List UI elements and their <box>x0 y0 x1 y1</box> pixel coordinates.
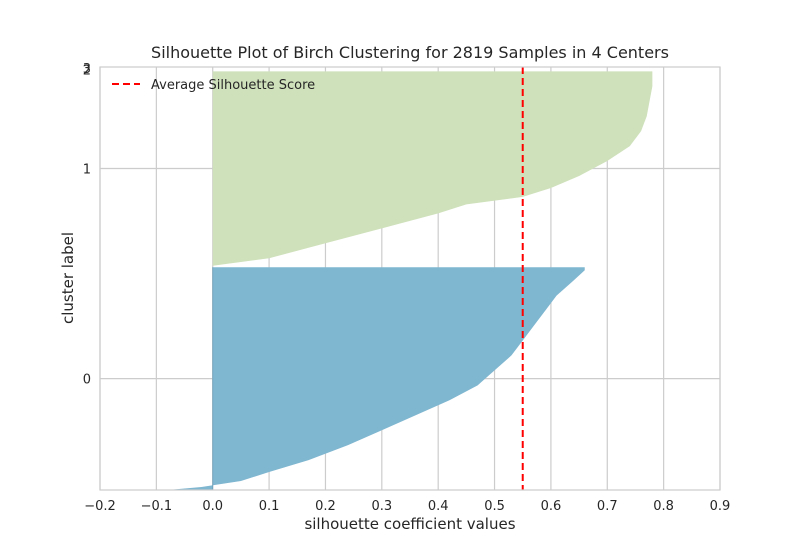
legend-average-label: Average Silhouette Score <box>151 78 315 93</box>
x-tick-labels: −0.2 −0.1 0.0 0.1 0.2 0.3 0.4 0.5 0.6 0.7 0.8 0.9 <box>84 499 730 514</box>
x-tick-label: 0.4 <box>428 499 449 514</box>
x-tick-label: −0.1 <box>141 499 173 514</box>
silhouette-cluster-0 <box>167 267 585 490</box>
silhouette-areas <box>167 71 653 490</box>
x-tick-label: 0.1 <box>259 499 280 514</box>
legend: Average Silhouette Score <box>112 78 315 93</box>
x-axis-title: silhouette coefficient values <box>304 515 515 533</box>
x-tick-label: 0.2 <box>315 499 336 514</box>
y-axis-title: cluster label <box>59 232 77 324</box>
x-tick-label: 0.3 <box>371 499 392 514</box>
x-tick-label: 0.5 <box>484 499 505 514</box>
x-tick-label: 0.6 <box>541 499 562 514</box>
y-tick-label: 2 <box>83 64 91 79</box>
x-tick-label: −0.2 <box>84 499 116 514</box>
x-tick-label: 0.0 <box>202 499 223 514</box>
x-tick-label: 0.7 <box>597 499 618 514</box>
y-tick-label: 1 <box>83 163 91 178</box>
chart-title: Silhouette Plot of Birch Clustering for … <box>151 43 669 62</box>
y-tick-labels: 0 1 23 <box>83 62 91 388</box>
plot-frame <box>99 66 721 491</box>
x-tick-label: 0.9 <box>710 499 731 514</box>
y-tick-label: 3 <box>83 62 91 77</box>
y-tick-label: 0 <box>83 373 91 388</box>
silhouette-cluster-1 <box>212 71 653 266</box>
x-tick-label: 0.8 <box>653 499 674 514</box>
